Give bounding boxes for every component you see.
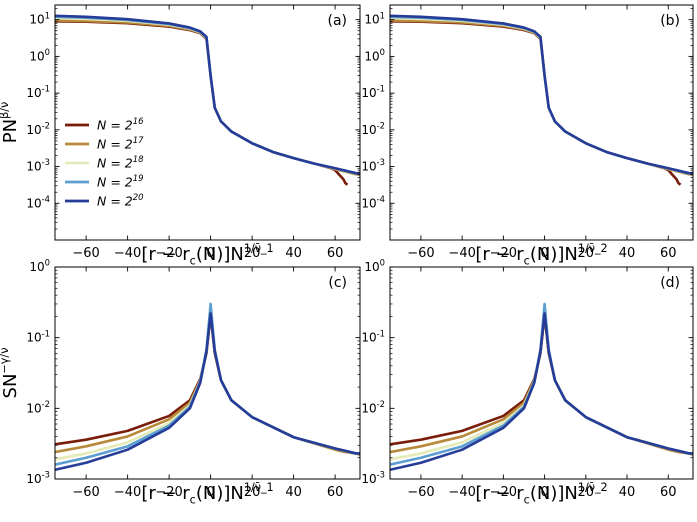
x-tick-label: −20: [155, 246, 182, 261]
y-tick-label: 10-1: [361, 328, 385, 344]
series-group: [390, 302, 693, 472]
series-line-19: [390, 302, 693, 466]
x-tick-label: 60: [327, 246, 344, 261]
y-tick-label: 10-2: [26, 120, 50, 136]
x-tick-label: 20: [244, 246, 261, 261]
x-tick-label: 60: [327, 485, 344, 500]
y-tick-label: 10-2: [26, 399, 50, 415]
legend-label: N = 220: [97, 193, 144, 209]
panel-2: 10-3 10-2 10-1 100 −60 −40 −20 0 20 40 60 (c) [r − r…: [0, 258, 361, 507]
legend-label: N = 219: [97, 174, 144, 190]
y-tick-label: 10-4: [361, 194, 385, 210]
x-tick-label: 40: [619, 485, 636, 500]
panel-0: 10-4 10-3 10-2 10-1 100 101 −60 −40 −20 0 20 40 60 (a…: [0, 4, 361, 268]
y-tick-label: 101: [364, 10, 385, 26]
x-tick-label: 40: [285, 246, 302, 261]
x-tick-label: −60: [407, 246, 434, 261]
x-tick-label: 40: [619, 246, 636, 261]
x-tick-label: 60: [660, 246, 677, 261]
y-tick-label: 10-3: [26, 470, 50, 486]
x-tick-label: 20: [578, 485, 595, 500]
x-tick-label: −20: [490, 246, 517, 261]
x-tick-label: 20: [244, 485, 261, 500]
series-group: [390, 14, 693, 186]
y-tick-label: 10-2: [361, 399, 385, 415]
y-tick-label: 10-2: [361, 120, 385, 136]
x-tick-label: −40: [448, 246, 475, 261]
x-tick-label: −40: [448, 485, 475, 500]
y-tick-label: 10-1: [26, 328, 50, 344]
series-line-20: [390, 14, 693, 176]
y-axis-label: SN−γ/ν̄: [0, 348, 21, 399]
y-tick-label: 100: [364, 258, 385, 274]
x-axis-label: [r − rc(N)]N1/ν̄_2: [475, 481, 607, 507]
x-axis-label: [r − rc(N)]N1/ν̄_2: [475, 242, 607, 268]
legend-label: N = 218: [97, 155, 144, 171]
y-tick-label: 100: [364, 47, 385, 63]
x-tick-label: −40: [114, 485, 141, 500]
x-tick-label: −20: [155, 485, 182, 500]
x-tick-label: −40: [114, 246, 141, 261]
x-tick-label: −60: [72, 485, 99, 500]
axes-frame: [54, 266, 361, 480]
x-tick-label: 60: [660, 485, 677, 500]
y-tick-label: 10-4: [26, 194, 50, 210]
x-axis-label: [r − rc(N)]N1/ν̄_1: [141, 481, 273, 507]
x-tick-label: 0: [540, 485, 548, 500]
panel-label: (a): [327, 13, 347, 29]
panel-label: (d): [660, 275, 680, 291]
x-tick-label: −60: [407, 485, 434, 500]
axes-frame: [389, 266, 694, 480]
series-group: [55, 302, 360, 472]
y-tick-label: 10-1: [26, 84, 50, 100]
y-tick-label: 101: [29, 10, 50, 26]
y-tick-label: 100: [29, 258, 50, 274]
x-tick-label: −20: [490, 485, 517, 500]
x-tick-label: 20: [578, 246, 595, 261]
x-tick-label: 40: [285, 485, 302, 500]
y-tick-label: 10-3: [361, 470, 385, 486]
x-tick-label: −60: [72, 246, 99, 261]
panel-1: 10-4 10-3 10-2 10-1 100 101 −60 −40 −20 0 20 40 60 (b…: [361, 4, 694, 268]
y-tick-label: 100: [29, 47, 50, 63]
series-group: [55, 14, 360, 186]
axes-frame: [54, 4, 361, 241]
axes-frame: [389, 4, 694, 241]
series-line-20: [55, 312, 360, 472]
series-line-20: [55, 14, 360, 176]
y-tick-label: 10-3: [26, 157, 50, 173]
legend: N = 216 N = 217 N = 218 N = 219 N = 220: [65, 117, 144, 209]
x-tick-label: 0: [206, 485, 214, 500]
legend-label: N = 217: [97, 136, 144, 152]
panel-label: (c): [328, 275, 347, 291]
x-tick-label: 0: [540, 246, 548, 261]
legend-label: N = 216: [97, 117, 144, 133]
y-tick-label: 10-3: [361, 157, 385, 173]
x-tick-label: 0: [206, 246, 214, 261]
x-axis-label: [r − rc(N)]N1/ν̄_1: [141, 242, 273, 268]
panel-label: (b): [660, 13, 680, 29]
y-tick-label: 10-1: [361, 84, 385, 100]
series-line-19: [55, 302, 360, 466]
y-axis-label: PNβ/ν̄: [0, 102, 21, 144]
panel-3: 10-3 10-2 10-1 100 −60 −40 −20 0 20 40 60 (d) [r − r…: [361, 258, 694, 507]
series-line-20: [390, 312, 693, 472]
